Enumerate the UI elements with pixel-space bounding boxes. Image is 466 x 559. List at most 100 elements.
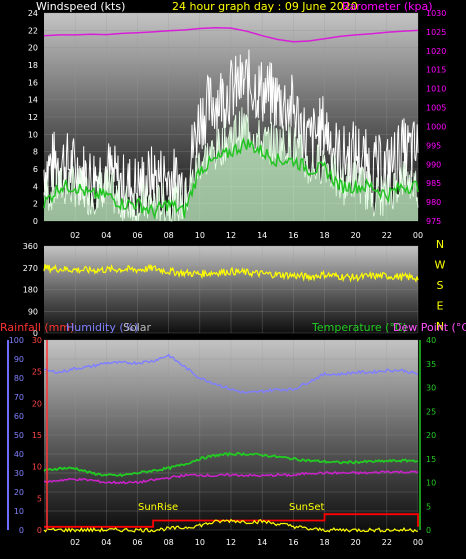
barometer-tick-label: 980 — [426, 198, 441, 207]
climate-series — [43, 353, 419, 533]
humidity-tick-label: 20 — [14, 488, 24, 497]
temperature-tick-label: 0 — [426, 526, 431, 535]
compass-label: E — [437, 300, 444, 313]
rainfall-tick-label: 20 — [32, 399, 42, 408]
barometer-right-ticks: 975 980 985 990 995 1000 1005 1010 1015 1020 1025 1… — [426, 9, 446, 226]
wind-average-line — [43, 137, 419, 220]
wind-tick-label: 2 — [33, 200, 38, 209]
direction-left-ticks: 0 90 180 270 360 — [23, 242, 38, 338]
wind-tick-label: 4 — [33, 182, 38, 191]
gust-line — [43, 49, 419, 220]
barometer-tick-label: 975 — [426, 217, 441, 226]
wind-x-tick-label: 08 — [164, 231, 174, 240]
wind-x-tick-label: 22 — [382, 231, 392, 240]
climate-panel: 0102030405060708090100051015202530051015… — [7, 336, 436, 547]
humidity-tick-label: 30 — [14, 469, 24, 478]
climate-x-ticks: 02 04 06 08 10 12 14 16 18 20 22 00 — [70, 538, 423, 547]
direction-tick-label: 0 — [33, 329, 38, 338]
windspeed-axis-label: Windspeed (kts) — [36, 0, 125, 13]
humidity-tick-label: 100 — [9, 336, 24, 345]
barometer-tick-label: 1025 — [426, 28, 446, 37]
barometer-tick-label: 995 — [426, 141, 441, 150]
direction-tick-label: 90 — [28, 307, 38, 316]
humidity-tick-label: 0 — [19, 526, 24, 535]
humidity-tick-label: 60 — [14, 412, 24, 421]
compass-label: W — [435, 259, 446, 272]
wind-x-tick-label: 14 — [257, 231, 267, 240]
direction-grid — [44, 245, 419, 334]
sunset-label: SunSet — [289, 502, 325, 513]
sunrise-label: SunRise — [138, 502, 178, 513]
wind-x-tick-label: 02 — [70, 231, 80, 240]
temperature-tick-label: 25 — [426, 407, 436, 416]
wind-tick-label: 20 — [28, 44, 38, 53]
climate-x-tick-label: 08 — [164, 538, 174, 547]
rainfall-tick-label: 15 — [32, 431, 42, 440]
direction-tick-label: 360 — [23, 242, 38, 251]
climate-x-tick-label: 20 — [351, 538, 361, 547]
climate-x-tick-label: 12 — [226, 538, 236, 547]
climate-x-tick-label: 06 — [132, 538, 142, 547]
climate-axes: 0 10 20 30 40 50 60 70 80 90 100 0 5 10 15 20 25 30 0 5 10 15… — [7, 336, 436, 535]
wind-x-tick-label: 00 — [413, 231, 423, 240]
barometer-tick-label: 985 — [426, 179, 441, 188]
humidity-tick-label: 80 — [14, 374, 24, 383]
rainfall-tick-label: 30 — [32, 336, 42, 345]
wind-direction-line — [43, 263, 419, 283]
wind-x-tick-label: 06 — [132, 231, 142, 240]
humidity-tick-label: 90 — [14, 355, 24, 364]
barometer-tick-label: 1030 — [426, 9, 446, 18]
wind-x-tick-label: 16 — [288, 231, 298, 240]
humidity-tick-label: 70 — [14, 393, 24, 402]
wind-tick-label: 6 — [33, 165, 38, 174]
rainfall-tick-label: 25 — [32, 368, 42, 377]
solar-line — [43, 518, 419, 533]
wind-x-tick-label: 18 — [319, 231, 329, 240]
wind-x-ticks: 02 04 06 08 10 12 14 16 18 20 22 00 — [70, 231, 423, 240]
barometer-tick-label: 1005 — [426, 104, 446, 113]
temperature-tick-label: 10 — [426, 479, 436, 488]
rainfall-line — [44, 513, 419, 528]
barometer-tick-label: 1015 — [426, 66, 446, 75]
humidity-line — [43, 353, 419, 394]
temperature-tick-label: 30 — [426, 384, 436, 393]
climate-x-tick-label: 00 — [413, 538, 423, 547]
solar-axis-label: Solar — [123, 321, 152, 334]
rainfall-tick-label: 10 — [32, 463, 42, 472]
direction-tick-label: 180 — [23, 286, 38, 295]
climate-x-tick-label: 02 — [70, 538, 80, 547]
wind-tick-label: 8 — [33, 148, 38, 157]
climate-x-tick-label: 10 — [195, 538, 205, 547]
wind-series — [43, 26, 419, 222]
barometer-axis-label: Barometer (kpa) — [342, 0, 433, 13]
temperature-line — [43, 451, 419, 478]
barometer-tick-label: 1010 — [426, 85, 446, 94]
temperature-tick-label: 5 — [426, 502, 431, 511]
humidity-tick-label: 10 — [14, 507, 24, 516]
temperature-tick-label: 20 — [426, 431, 436, 440]
chart-title: 24 hour graph day : 09 June 2020 — [172, 0, 358, 13]
temperature-tick-label: 15 — [426, 455, 436, 464]
wind-x-tick-label: 12 — [226, 231, 236, 240]
wind-x-tick-label: 04 — [101, 231, 111, 240]
climate-x-tick-label: 18 — [319, 538, 329, 547]
wind-x-tick-label: 10 — [195, 231, 205, 240]
rainfall-tick-label: 0 — [37, 526, 42, 535]
humidity-tick-label: 50 — [14, 431, 24, 440]
climate-x-tick-label: 14 — [257, 538, 267, 547]
temperature-axis-label: Temperature (°C) — [311, 321, 407, 334]
temperature-tick-label: 35 — [426, 360, 436, 369]
rainfall-axis-label: Rainfall (mm) — [0, 321, 74, 334]
climate-x-tick-label: 16 — [288, 538, 298, 547]
windspeed-area — [44, 107, 418, 221]
climate-x-tick-label: 04 — [101, 538, 111, 547]
wind-tick-label: 24 — [28, 9, 38, 18]
rainfall-tick-label: 5 — [37, 494, 42, 503]
humidity-axis-label: Humidity (%) — [66, 321, 138, 334]
wind-tick-label: 10 — [28, 130, 38, 139]
